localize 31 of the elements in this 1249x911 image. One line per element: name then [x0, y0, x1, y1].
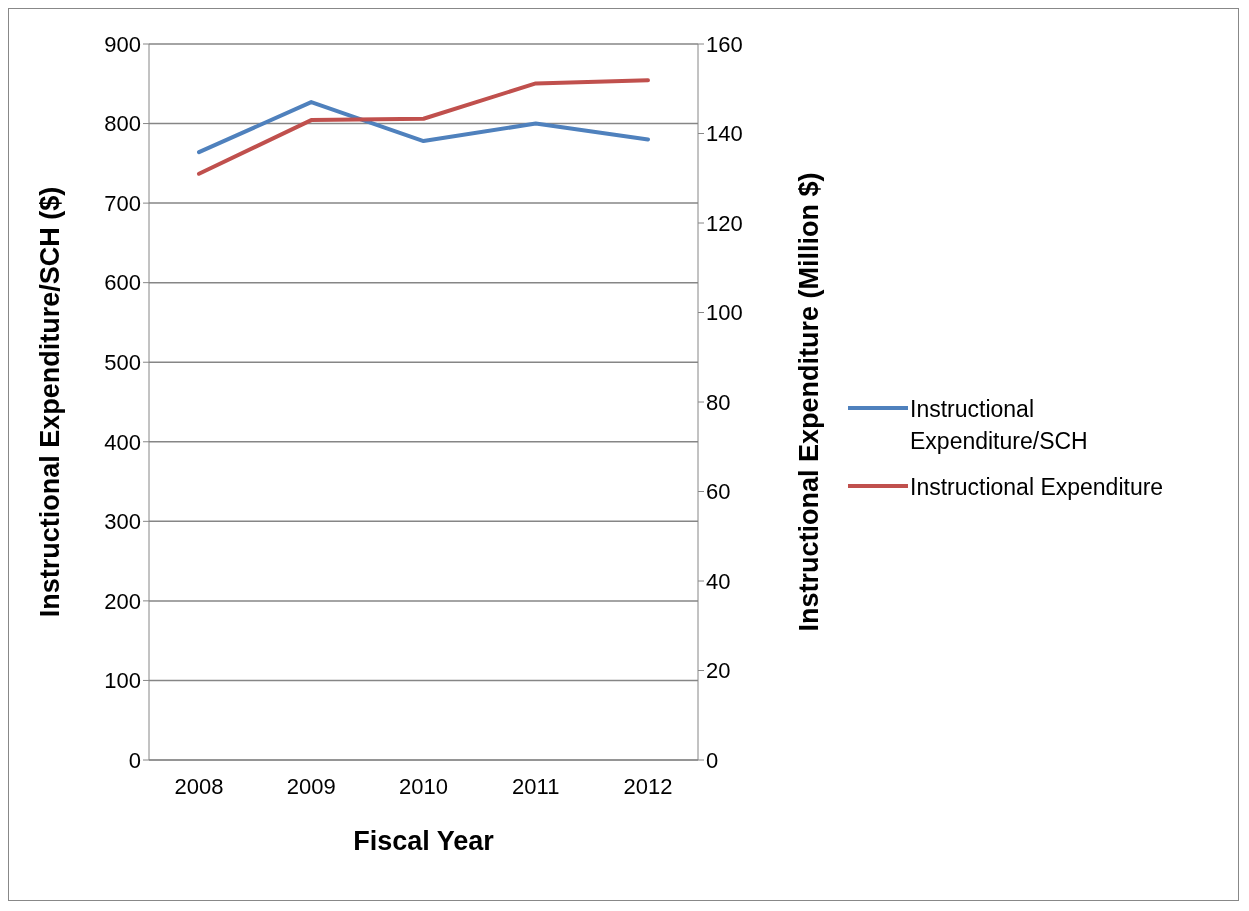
y-tick-label: 100: [104, 668, 141, 694]
y2-tick-label: 100: [706, 300, 743, 326]
line-series: [197, 78, 650, 176]
y2-tick-label: 160: [706, 31, 743, 57]
legend-label: Instructional Expenditure: [910, 472, 1164, 502]
y2-tick-label: 60: [706, 479, 731, 505]
x-tick-label: 2012: [623, 773, 673, 799]
y2-tick-label: 120: [706, 210, 743, 236]
y-tick-label: 600: [104, 270, 141, 296]
y-tick-label: 400: [104, 429, 141, 455]
y2-tick-label: 20: [706, 658, 731, 684]
y-axis-title: Instructional Expenditure/SCH ($): [34, 186, 65, 618]
y-tick-label: 300: [104, 509, 141, 535]
y2-tick-label: 0: [706, 747, 719, 773]
x-axis-title: Fiscal Year: [353, 826, 495, 856]
y-tick-label: 700: [104, 190, 141, 216]
x-tick-label: 2008: [174, 773, 224, 799]
y2-tick-label: 140: [706, 121, 743, 147]
y-tick-label: 900: [104, 31, 141, 57]
y2-axis-title: Instructional Expenditure (Million $): [793, 172, 824, 632]
y2-tick-label: 40: [706, 568, 731, 594]
legend-label: Instructional Expenditure/SCH: [910, 394, 1089, 456]
y-tick-label: 200: [104, 588, 141, 614]
y-tick-label: 500: [104, 350, 141, 376]
y-tick-label: 800: [104, 111, 141, 137]
x-tick-label: 2011: [512, 773, 560, 799]
line-series: [197, 100, 650, 155]
y2-tick-label: 80: [706, 389, 731, 415]
x-tick-label: 2010: [399, 773, 448, 799]
y-tick-label: 0: [128, 747, 141, 773]
x-tick-label: 2009: [286, 773, 336, 799]
